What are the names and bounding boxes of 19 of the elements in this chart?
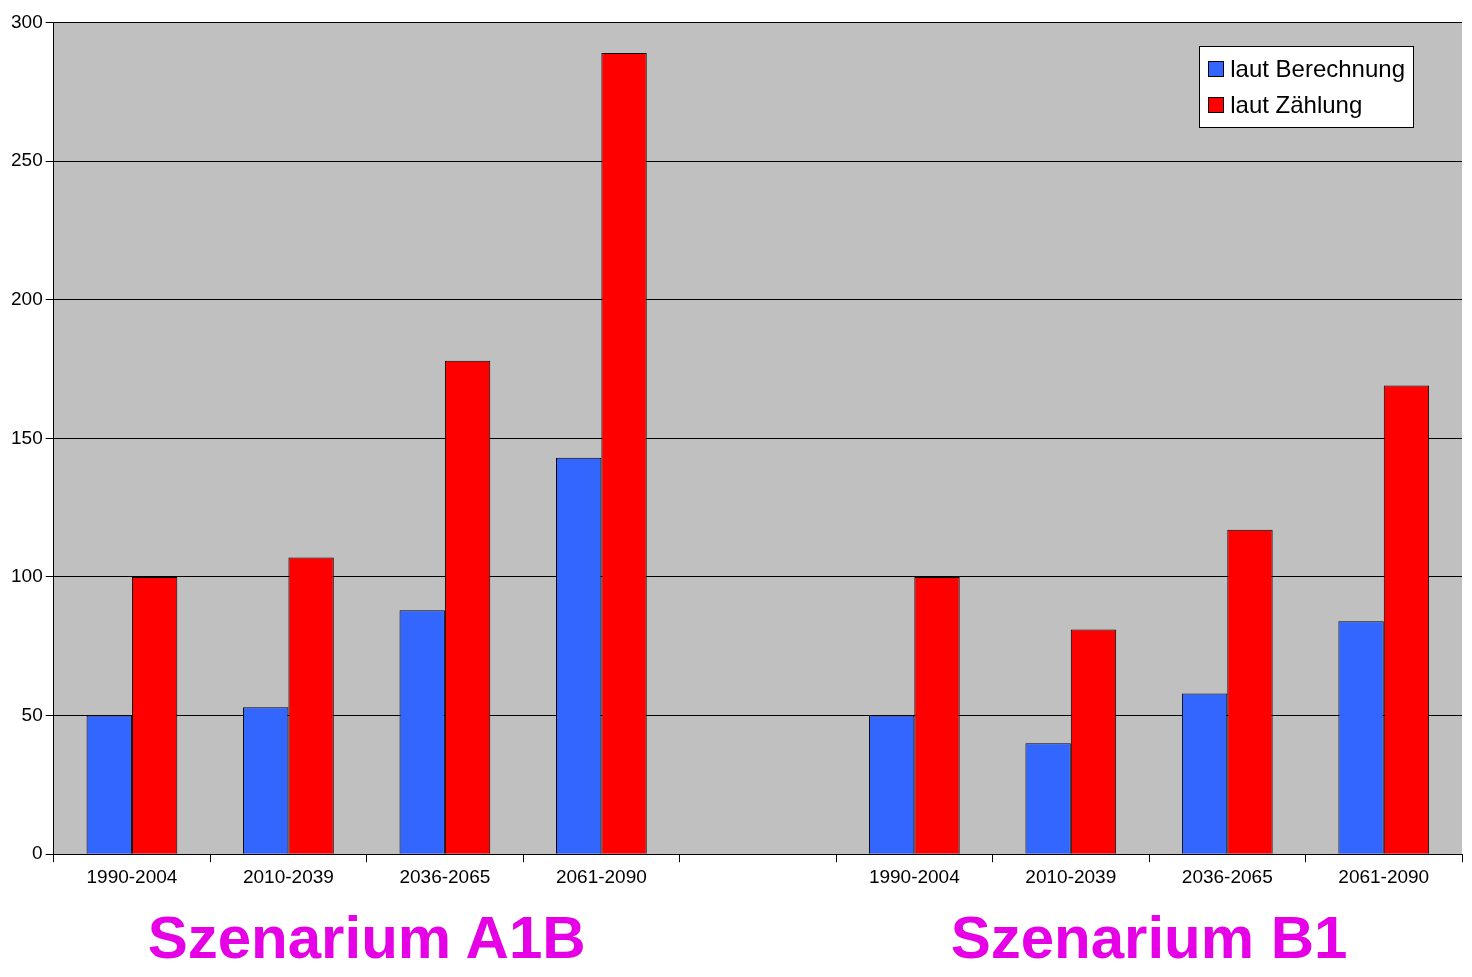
text: Szenarium B1 — [950, 904, 1348, 971]
text: Szenarium A1B — [147, 904, 586, 971]
x-tick-label: 2010-2039 — [1025, 865, 1117, 887]
y-tick-label: 100 — [11, 565, 43, 587]
y-tick-label: 0 — [32, 842, 43, 864]
x-tick-label: 2036-2065 — [399, 865, 491, 887]
x-tick-label: 2036-2065 — [1181, 865, 1273, 887]
y-tick-label: 300 — [11, 10, 43, 32]
x-tick-label: 2061-2090 — [555, 865, 647, 887]
y-tick-label: 50 — [21, 703, 43, 725]
y-tick-label: 250 — [11, 149, 43, 171]
x-tick-label: 2061-2090 — [1338, 865, 1430, 887]
x-tick-label: 1990-2004 — [868, 865, 961, 887]
x-tick-label: 2010-2039 — [242, 865, 334, 887]
y-tick-label: 200 — [11, 287, 43, 309]
x-tick-label: 1990-2004 — [86, 865, 178, 887]
legend-label: laut Berechnung — [1230, 54, 1405, 84]
legend-label: laut Zählung — [1230, 90, 1363, 120]
y-tick-label: 150 — [11, 426, 43, 448]
